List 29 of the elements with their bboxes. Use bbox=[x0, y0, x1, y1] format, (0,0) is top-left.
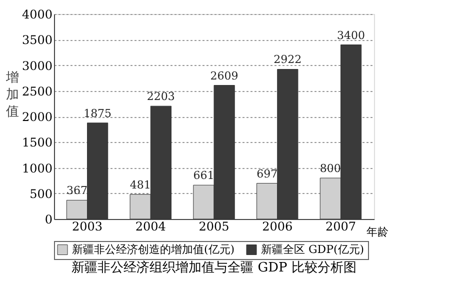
text: 新疆非公经济组织增加值与全疆 GDP 比较分析图 bbox=[72, 260, 356, 276]
data-label: 697 bbox=[256, 167, 278, 180]
x-tick-label: 2004 bbox=[135, 220, 166, 234]
data-label: 1875 bbox=[84, 106, 112, 120]
x-tick-label: 2005 bbox=[198, 220, 230, 234]
data-label: 2203 bbox=[146, 90, 175, 104]
y-tick-label: 1000 bbox=[22, 161, 52, 176]
data-label: 481 bbox=[130, 178, 151, 192]
y-tick-label: 500 bbox=[30, 186, 52, 201]
data-label: 3400 bbox=[337, 28, 366, 42]
data-label: 2922 bbox=[274, 53, 302, 66]
data-label: 800 bbox=[320, 162, 341, 175]
legend-label: 新疆全区 GDP(亿元) bbox=[261, 242, 364, 256]
data-label: 2609 bbox=[210, 69, 238, 82]
x-axis-title: 年龄 bbox=[366, 226, 388, 238]
y-tick-label: 3500 bbox=[22, 33, 52, 48]
y-tick-label: 2500 bbox=[22, 84, 52, 98]
data-label: 367 bbox=[66, 184, 88, 198]
data-label: 661 bbox=[193, 169, 214, 182]
y-tick-label: 1500 bbox=[22, 136, 52, 150]
x-tick-label: 2007 bbox=[325, 220, 356, 234]
y-tick-label: 4000 bbox=[22, 8, 52, 22]
y-tick-label: 3000 bbox=[22, 58, 52, 73]
x-tick-label: 2006 bbox=[262, 220, 293, 234]
y-tick-label: 2000 bbox=[22, 110, 52, 124]
legend-label: 新疆非公经济创造的增加值(亿元) bbox=[72, 242, 235, 256]
x-tick-label: 2003 bbox=[72, 220, 103, 234]
y-axis-title: 增加值 bbox=[5, 70, 19, 120]
y-tick-label: 0 bbox=[44, 212, 52, 226]
